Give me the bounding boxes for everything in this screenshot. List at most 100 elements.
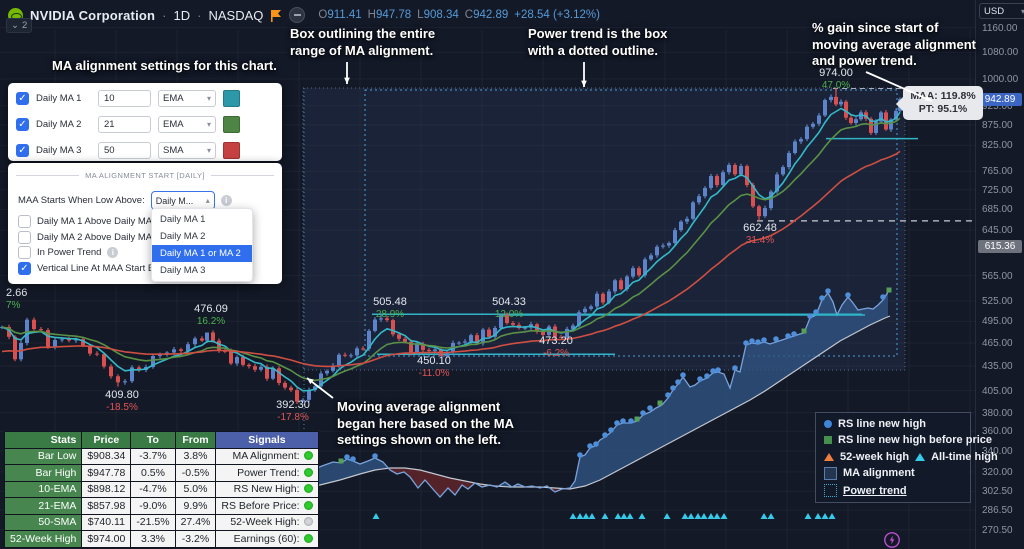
checkbox-label: In Power Trend [37, 247, 102, 258]
separator: · [197, 7, 202, 23]
remove-indicator-icon[interactable] [289, 7, 306, 23]
gain-tooltip: MAA: 119.8% PT: 95.1% [896, 86, 983, 120]
all-time-high-triangle [681, 513, 689, 519]
dropdown-item[interactable]: Daily MA 1 [160, 214, 206, 225]
stats-cell: $740.11 [81, 513, 132, 531]
all-time-high-triangle [576, 513, 584, 519]
boost-lightning-icon[interactable] [883, 531, 901, 549]
flag-icon[interactable] [270, 9, 282, 22]
annotation-text: % gain since start of moving average alig… [812, 20, 976, 68]
dropdown-item[interactable]: Daily MA 1 or MA 2 [152, 245, 252, 262]
rs-new-high-dot [732, 365, 738, 371]
blue-dot-icon [824, 420, 832, 428]
all-time-high-triangle [694, 513, 702, 519]
svg-text:-17.8%: -17.8% [277, 412, 309, 423]
ma-length-input[interactable]: 50 [98, 141, 151, 159]
ma-type-select[interactable]: EMA ▾ [158, 115, 216, 133]
axis-label: 565.00 [982, 270, 1013, 282]
axis-label: 725.00 [982, 184, 1013, 196]
stats-cell: 3.3% [130, 530, 176, 548]
info-icon[interactable]: i [107, 247, 119, 258]
rs-new-high-dot [587, 443, 593, 449]
info-icon[interactable]: i [220, 195, 232, 206]
ma-color-swatch[interactable] [223, 115, 240, 133]
ma-line-21-EMA [1, 117, 901, 382]
axis-label: 340.00 [982, 446, 1013, 457]
symbol-toolbar: NVIDIA Corporation · 1D · NASDAQ O911.41… [0, 0, 983, 30]
axis-label: 925.00 [982, 100, 1013, 112]
ma-label: Daily MA 2 [36, 118, 82, 130]
axis-label: 645.00 [982, 225, 1013, 237]
stats-cell: -0.5% [174, 464, 217, 482]
dotted-box-icon [824, 484, 837, 497]
stats-cell: $898.12 [81, 480, 132, 498]
signal-dot [303, 517, 313, 527]
all-time-high-triangle [804, 513, 812, 519]
all-time-high-triangle [626, 513, 634, 519]
rs-new-high-dot [640, 410, 646, 416]
timeframe[interactable]: 1D [173, 7, 191, 23]
checkbox-unchecked[interactable] [18, 230, 31, 244]
axis-label: 465.00 [982, 337, 1013, 349]
table-row: 10-EMA $898.12 -4.7% 5.0% RS New High: [3, 480, 319, 498]
power-trend-box [364, 89, 898, 357]
legend-row: Power trend [824, 484, 962, 497]
ma-color-swatch[interactable] [223, 141, 240, 159]
ma-label: Daily MA 3 [36, 144, 82, 156]
rs-before-price-square [886, 287, 892, 293]
checkbox-checked[interactable]: ✓ [16, 117, 29, 131]
rs-new-high-dot [593, 441, 599, 447]
stats-cell: 9.9% [174, 497, 217, 515]
ma-type-select[interactable]: SMA ▾ [158, 141, 216, 159]
chevron-down-icon: ▾ [1020, 6, 1024, 16]
stats-cell: 21-EMA [3, 497, 83, 515]
signal-cell: Power Trend: [215, 464, 319, 482]
legend-label: MA alignment [843, 467, 915, 480]
legend-row: RS line new high [824, 418, 962, 430]
stats-header: To [130, 431, 176, 449]
currency-selector[interactable]: USD ▾ [979, 3, 1024, 19]
rs-before-price-square [634, 416, 640, 422]
all-time-high-triangle [620, 513, 628, 519]
svg-text:974.00: 974.00 [819, 67, 853, 79]
rs-new-high-dot [372, 453, 378, 459]
dropdown-item[interactable]: Daily MA 3 [160, 265, 206, 276]
checkbox-label: Vertical Line At MAA Start Bar [37, 262, 163, 274]
maa-checkbox-row: In Power Trend i [18, 246, 119, 259]
all-time-high-triangle [614, 513, 622, 519]
ma-length-input[interactable]: 10 [98, 89, 151, 107]
chart-legend: RS line new high RS line new high before … [815, 412, 998, 503]
all-time-high-triangle [569, 513, 577, 519]
table-row: 50-SMA $740.11 -21.5% 27.4% 52-Week High: [3, 513, 319, 531]
all-time-high-triangle [601, 513, 609, 519]
dropdown-item[interactable]: Daily MA 2 [160, 231, 206, 242]
annotation-text: Box outlining the entire range of MA alig… [290, 26, 436, 58]
legend-label: Power trend [843, 484, 907, 497]
signal-cell: 52-Week High: [215, 513, 319, 531]
collapsed-indicators-toggle[interactable]: ⌄ 2 [6, 18, 33, 33]
ma-color-swatch[interactable] [223, 89, 240, 107]
symbol-name[interactable]: NVIDIA Corporation [30, 7, 156, 23]
svg-text:7%: 7% [6, 300, 21, 311]
checkbox-unchecked[interactable] [18, 246, 31, 259]
checkbox-checked[interactable]: ✓ [18, 261, 31, 275]
all-time-high-triangle [687, 513, 695, 519]
checkbox-checked[interactable]: ✓ [16, 143, 29, 157]
exchange: NASDAQ [208, 7, 264, 23]
checkbox-checked[interactable]: ✓ [16, 91, 29, 105]
svg-text:-6.2%: -6.2% [543, 348, 569, 359]
rs-new-high-dot [773, 336, 779, 342]
ma-length-input[interactable]: 21 [98, 115, 151, 133]
ma-type-select[interactable]: EMA ▾ [158, 89, 216, 107]
axis-label: 380.00 [982, 407, 1013, 419]
price-axis[interactable]: USD ▾ 1160.00 1080.00 1000.00 925.00 875.00 82… [975, 0, 1024, 549]
stats-cell: 52-Week High [3, 530, 83, 548]
svg-text:-11.0%: -11.0% [419, 368, 450, 379]
checkbox-unchecked[interactable] [18, 215, 31, 228]
stats-cell: -9.0% [130, 497, 176, 515]
svg-text:409.80: 409.80 [105, 389, 139, 401]
table-row: Bar High $947.78 0.5% -0.5% Power Trend: [3, 464, 319, 482]
rs-new-high-dot [628, 418, 634, 424]
checkbox-label: Daily MA 2 Above Daily MA 3 [37, 231, 160, 243]
